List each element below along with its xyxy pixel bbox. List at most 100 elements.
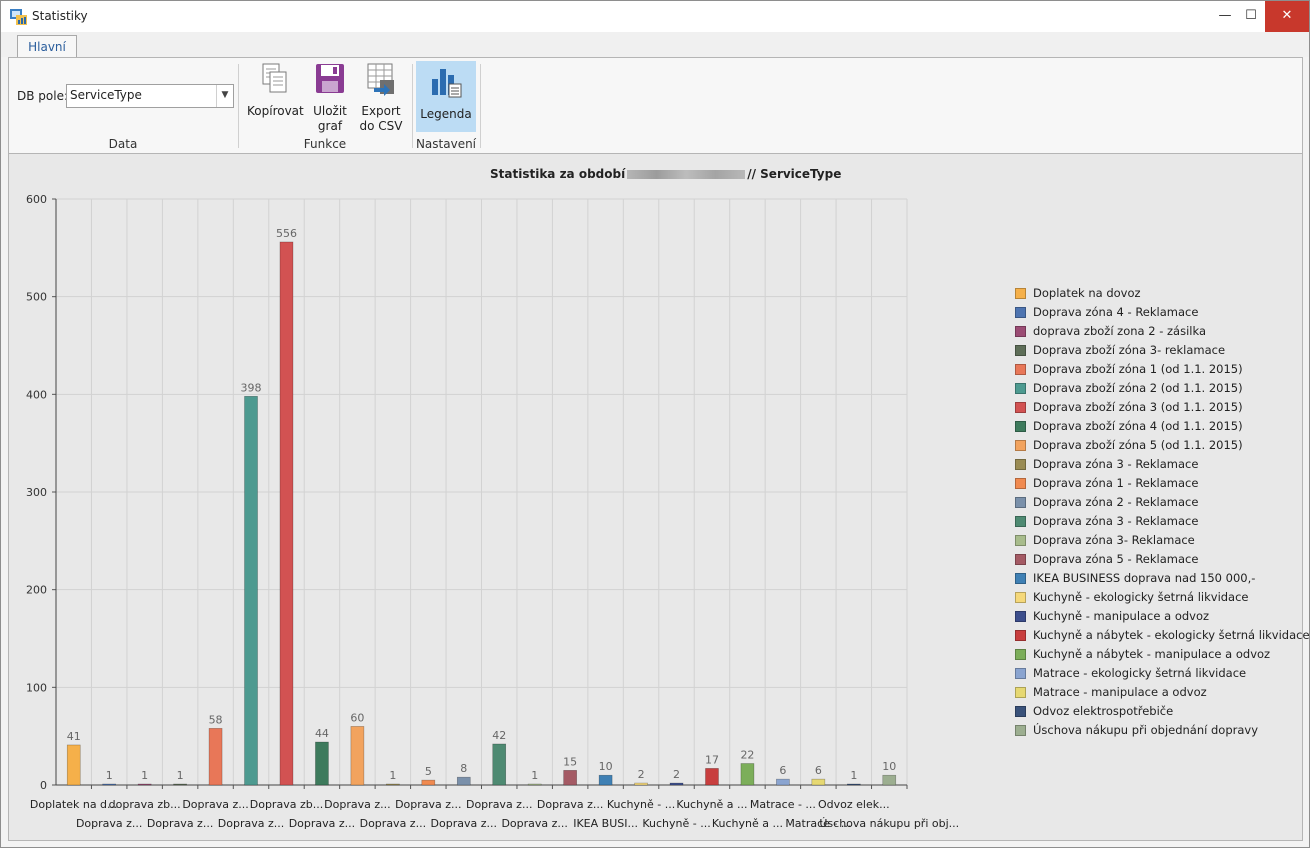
x-tick-label: Doprava z... [182,798,248,811]
bar [315,741,329,786]
bar [527,783,542,786]
legend-swatch [1015,497,1026,508]
chart-title-suffix: // ServiceType [747,167,842,181]
legend-swatch [1015,516,1026,527]
legend-toggle-label: Legenda [420,107,472,121]
save-chart-button[interactable]: Uložit graf [308,62,352,134]
legend-label: Kuchyně a nábytek - manipulace a odvoz [1033,647,1271,661]
legend-toggle-button[interactable]: Legenda [416,61,476,132]
x-tick-label: Doprava z... [537,798,603,811]
group-label-funkce: Funkce [303,137,347,151]
bar [66,744,81,786]
data-label: 6 [815,764,822,777]
group-label-data: Data [108,137,138,151]
bar [386,783,400,786]
data-label: 44 [315,727,329,740]
chevron-down-icon[interactable]: ▼ [216,85,233,107]
legend-swatch [1015,649,1026,660]
legend-swatch [1015,687,1026,698]
x-tick-label: doprava zb... [109,798,181,811]
bar [740,763,755,786]
y-tick-label: 300 [26,486,47,499]
legend-swatch [1015,459,1026,470]
legend-label: Doprava zóna 3 - Reklamace [1033,457,1199,471]
db-field-select[interactable]: ServiceType ▼ [66,84,234,108]
copy-button[interactable]: Kopírovat [247,62,304,119]
x-tick-label: Matrace - ... [785,817,851,830]
legend-swatch [1015,725,1026,736]
data-label: 2 [638,768,645,781]
bar [563,770,577,786]
bar [634,782,648,786]
data-label: 1 [141,769,148,782]
legend-chart-icon [432,69,462,98]
bar [456,776,471,786]
save-chart-label-line2: graf [317,119,343,133]
db-field-label: DB pole: [17,89,69,103]
export-csv-button[interactable]: Export do CSV [358,62,404,134]
export-csv-label-line2: do CSV [359,119,403,133]
legend-swatch [1015,307,1026,318]
y-tick-label: 100 [26,681,47,694]
x-tick-label: Kuchyně a ... [712,817,783,830]
data-label: 17 [705,753,719,766]
bar [669,782,684,786]
bar [776,778,790,786]
x-tick-label: Doplatek na d... [30,798,118,811]
legend-swatch [1015,630,1026,641]
y-tick-label: 600 [26,193,47,206]
legend-label: Doprava zóna 3 - Reklamace [1033,514,1199,528]
tab-hlavni[interactable]: Hlavní [17,35,77,58]
bar [421,779,436,786]
legend-swatch [1015,668,1026,679]
x-tick-label: Úschova nákupu při obj... [819,817,959,830]
y-tick-label: 0 [40,779,47,792]
chart-title-prefix: Statistika za období [490,167,626,181]
data-label: 1 [177,769,184,782]
legend-swatch [1015,345,1026,356]
legend-swatch [1015,535,1026,546]
data-label: 1 [850,769,857,782]
data-label: 58 [209,713,223,726]
bar [882,774,897,786]
legend-swatch [1015,706,1026,717]
legend-swatch [1015,611,1026,622]
close-button[interactable]: ✕ [1265,1,1309,32]
x-tick-label: Odvoz elek... [818,798,890,811]
data-label: 5 [425,765,432,778]
data-label: 1 [531,769,538,782]
legend-swatch [1015,326,1026,337]
legend-label: Doprava zboží zóna 3- reklamace [1033,343,1226,357]
data-label: 10 [599,760,613,773]
title-bar: Statistiky — ☐ ✕ [1,1,1309,32]
group-divider [412,64,413,148]
data-label: 10 [882,760,896,773]
statistics-app-icon [10,9,27,25]
bar [705,768,719,786]
db-field-value: ServiceType [70,88,142,102]
legend-swatch [1015,592,1026,603]
x-tick-label: Doprava z... [466,798,532,811]
x-tick-label: Kuchyně - ... [607,798,675,811]
y-tick-label: 200 [26,584,47,597]
legend-swatch [1015,421,1026,432]
bar [244,395,258,786]
x-tick-label: Doprava z... [431,817,497,830]
legend-label: doprava zboží zona 2 - zásilka [1033,324,1206,338]
legend-label: Kuchyně - manipulace a odvoz [1033,609,1210,623]
data-label: 1 [389,769,396,782]
minimize-button[interactable]: — [1218,8,1232,23]
legend-label: Kuchyně - ekologicky šetrná likvidace [1033,590,1249,604]
maximize-button[interactable]: ☐ [1245,8,1257,23]
x-tick-label: Doprava z... [360,817,426,830]
bar [492,743,507,786]
legend-label: Doprava zóna 5 - Reklamace [1033,552,1199,566]
legend-label: Odvoz elektrospotřebiče [1033,704,1174,718]
legend-label: Doprava zboží zóna 3 (od 1.1. 2015) [1033,400,1243,414]
save-icon [316,64,344,93]
legend-swatch [1015,402,1026,413]
legend-label: Doprava zóna 1 - Reklamace [1033,476,1199,490]
x-tick-label: Matrace - ... [750,798,816,811]
export-csv-label-line1: Export [361,104,401,118]
bar [598,774,613,786]
